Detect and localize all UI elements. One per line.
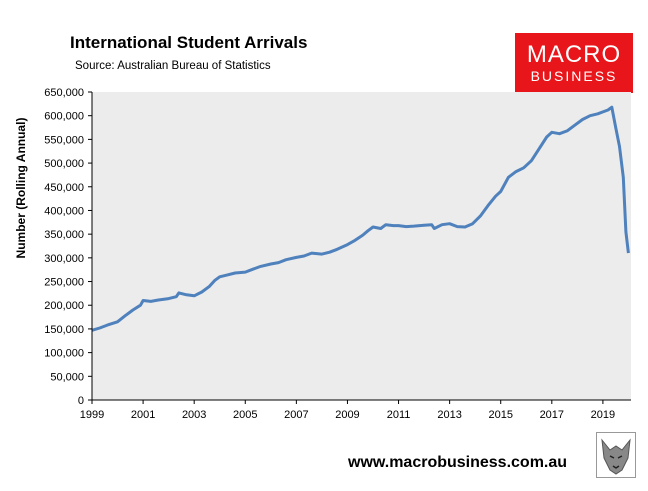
y-tick-label: 100,000	[44, 348, 84, 360]
y-tick-label: 0	[78, 395, 84, 407]
x-tick-label: 2003	[182, 409, 206, 421]
y-tick-label: 600,000	[44, 111, 84, 123]
y-tick-label: 400,000	[44, 205, 84, 217]
x-tick-label: 2015	[488, 409, 512, 421]
y-tick-label: 250,000	[44, 277, 84, 289]
y-tick-label: 500,000	[44, 158, 84, 170]
y-tick-label: 150,000	[44, 324, 84, 336]
y-tick-label: 450,000	[44, 182, 84, 194]
y-tick-label: 300,000	[44, 253, 84, 265]
logo-line-2: BUSINESS	[530, 68, 618, 84]
x-tick-label: 2013	[437, 409, 461, 421]
macrobusiness-logo: MACRO BUSINESS	[515, 33, 633, 93]
y-axis-title: Number (Rolling Annual)	[14, 118, 28, 259]
website-url: www.macrobusiness.com.au	[348, 454, 568, 471]
logo-line-1: MACRO	[526, 41, 622, 68]
x-tick-label: 2001	[131, 409, 155, 421]
x-tick-label: 2011	[387, 409, 411, 421]
x-tick-label: 2005	[233, 409, 257, 421]
y-tick-label: 350,000	[44, 229, 84, 241]
plot-area	[92, 92, 631, 400]
chart-source: Source: Australian Bureau of Statistics	[75, 60, 271, 72]
y-tick-label: 550,000	[44, 134, 84, 146]
x-tick-label: 2007	[284, 409, 308, 421]
y-tick-label: 200,000	[44, 300, 84, 312]
y-tick-label: 50,000	[50, 371, 84, 383]
y-tick-label: 650,000	[44, 87, 84, 99]
x-tick-label: 2009	[335, 409, 359, 421]
wolf-logo-icon	[596, 432, 636, 478]
x-tick-label: 2017	[540, 409, 564, 421]
series-line	[91, 105, 630, 332]
x-tick-label: 2019	[591, 409, 615, 421]
x-tick-label: 1999	[80, 409, 104, 421]
line-chart: 0 50,000 100,000 150,000 200,000 250,000 300,0…	[14, 87, 631, 421]
chart-title: International Student Arrivals	[70, 33, 308, 52]
